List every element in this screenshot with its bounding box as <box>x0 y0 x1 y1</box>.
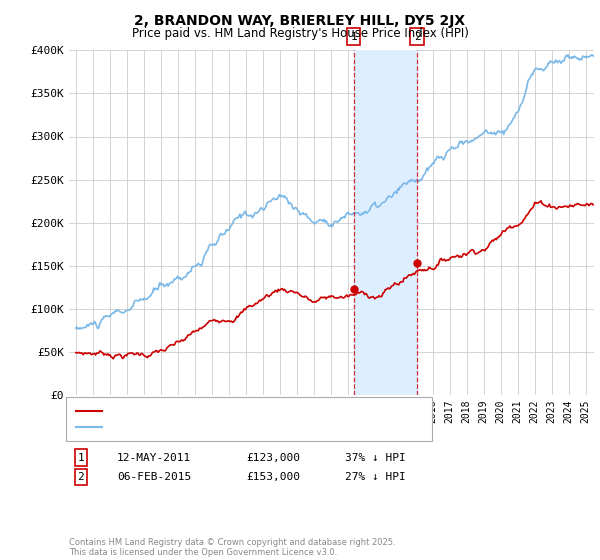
Text: £153,000: £153,000 <box>246 472 300 482</box>
Text: 2, BRANDON WAY, BRIERLEY HILL, DY5 2JX: 2, BRANDON WAY, BRIERLEY HILL, DY5 2JX <box>134 14 466 28</box>
Text: 27% ↓ HPI: 27% ↓ HPI <box>345 472 406 482</box>
Text: 2: 2 <box>414 31 421 41</box>
Text: 06-FEB-2015: 06-FEB-2015 <box>117 472 191 482</box>
Text: 2: 2 <box>77 472 85 482</box>
Text: 2, BRANDON WAY, BRIERLEY HILL, DY5 2JX (detached house): 2, BRANDON WAY, BRIERLEY HILL, DY5 2JX (… <box>108 405 423 416</box>
Bar <box>354 50 417 395</box>
Text: 37% ↓ HPI: 37% ↓ HPI <box>345 452 406 463</box>
Text: Contains HM Land Registry data © Crown copyright and database right 2025.
This d: Contains HM Land Registry data © Crown c… <box>69 538 395 557</box>
Text: 1: 1 <box>350 31 357 41</box>
Text: 12-MAY-2011: 12-MAY-2011 <box>117 452 191 463</box>
Text: £123,000: £123,000 <box>246 452 300 463</box>
Text: 1: 1 <box>77 452 85 463</box>
Text: Price paid vs. HM Land Registry's House Price Index (HPI): Price paid vs. HM Land Registry's House … <box>131 27 469 40</box>
Text: HPI: Average price, detached house, Dudley: HPI: Average price, detached house, Dudl… <box>108 422 338 432</box>
